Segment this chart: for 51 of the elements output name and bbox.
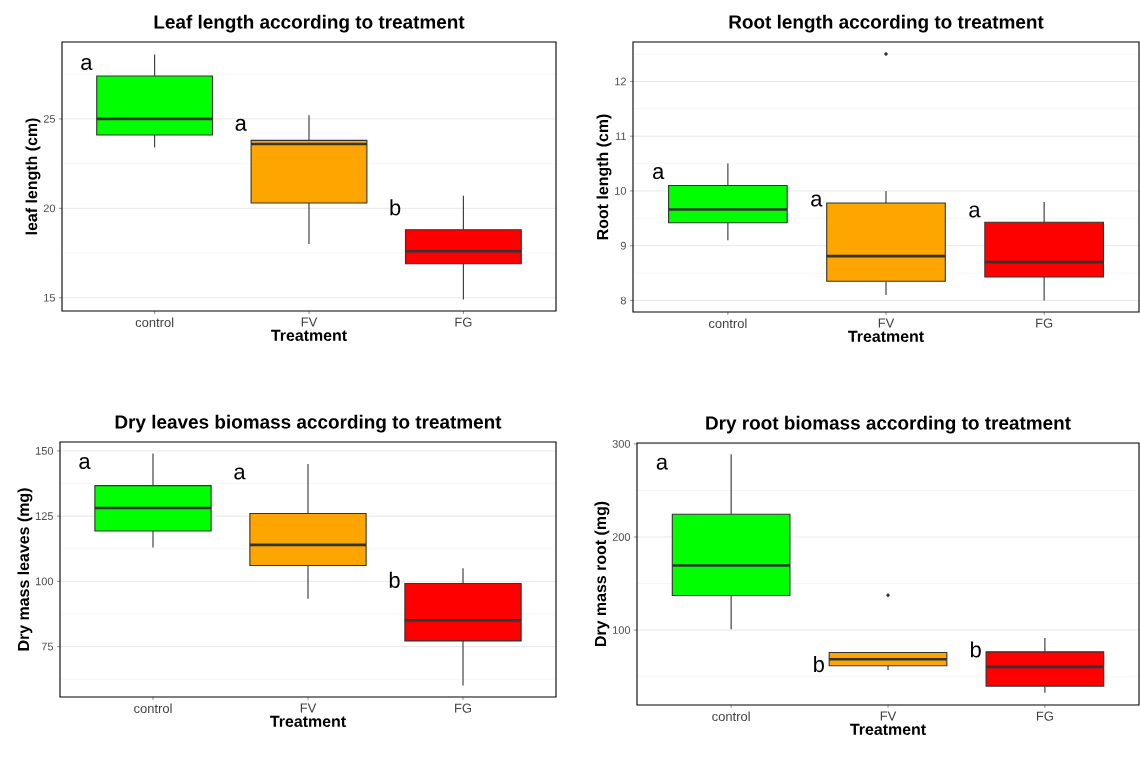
annotation: a (969, 205, 981, 218)
x-tick-label: FV (301, 317, 318, 327)
x-tick-label: FG (455, 703, 472, 713)
y-axis-title: Root length (cm) (596, 114, 612, 240)
annotation: b (814, 656, 824, 673)
x-tick-label: control (712, 711, 750, 722)
x-tick-label: control (134, 703, 172, 714)
y-tick-label: 100 (36, 577, 54, 586)
x-axis-title: Treatment (850, 723, 926, 735)
y-tick-label: 12 (615, 77, 626, 86)
y-tick-label: 75 (41, 642, 54, 651)
chart-title: Dry root biomass according to treatment (706, 415, 1071, 434)
y-tick-label: 9 (620, 241, 626, 250)
x-tick-label: control (708, 318, 747, 329)
y-tick-label: 25 (43, 115, 56, 123)
annotation: a (235, 118, 247, 131)
y-tick-label: 200 (612, 533, 631, 541)
annotation: a (653, 167, 665, 180)
chart-title: Dry leaves biomass according to treatment (115, 414, 502, 433)
y-tick-label: 10 (615, 187, 627, 195)
annotation: a (234, 467, 246, 480)
x-axis-title: Treatment (270, 715, 346, 727)
y-axis-title: Dry mass root (mg) (594, 501, 610, 647)
annotation: b (390, 199, 401, 216)
annotation: b (389, 571, 400, 588)
x-tick-label: FG (1036, 711, 1053, 721)
annotation: a (656, 457, 668, 470)
y-tick-label: 125 (36, 512, 54, 521)
y-axis-title: Dry mass leaves (mg) (17, 488, 33, 651)
annotation: a (811, 194, 823, 207)
annotation: a (81, 58, 93, 71)
y-tick-label: 11 (615, 132, 626, 140)
chart-title: Root length according to treatment (729, 14, 1044, 33)
y-axis-title: leaf length (cm) (25, 118, 41, 235)
y-tick-label: 150 (36, 447, 54, 455)
annotation: a (79, 457, 91, 470)
chart-title: Leaf length according to treatment (154, 14, 465, 33)
y-tick-label: 300 (612, 440, 631, 448)
y-tick-label: 8 (620, 296, 626, 305)
x-axis-title: Treatment (271, 329, 347, 341)
x-tick-label: FG (1036, 318, 1053, 328)
annotation: b (970, 641, 981, 658)
x-tick-label: FV (878, 318, 895, 328)
y-tick-label: 100 (613, 626, 631, 634)
y-tick-label: 15 (44, 293, 56, 302)
y-tick-label: 20 (43, 204, 56, 213)
x-tick-label: control (135, 317, 174, 328)
x-tick-label: FG (455, 317, 472, 327)
x-tick-label: FV (880, 711, 897, 721)
x-tick-label: FV (300, 703, 317, 713)
x-axis-title: Treatment (848, 330, 924, 342)
